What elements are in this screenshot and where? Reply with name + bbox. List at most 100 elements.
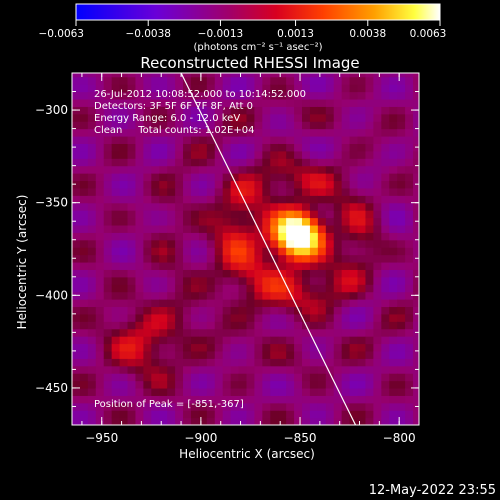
- heatmap-cell: [365, 91, 374, 100]
- heatmap-cell: [341, 173, 351, 182]
- heatmap-cell: [373, 165, 382, 174]
- heatmap-cell: [262, 187, 271, 196]
- heatmap-cell: [175, 380, 184, 389]
- heatmap-cell: [135, 358, 144, 367]
- heatmap-cell: [365, 84, 374, 93]
- heatmap-cell: [143, 143, 152, 152]
- heatmap-cell: [103, 395, 113, 404]
- heatmap-cell: [190, 373, 200, 382]
- heatmap-cell: [262, 358, 271, 367]
- heatmap-cell: [87, 365, 97, 374]
- heatmap-cell: [79, 121, 89, 130]
- heatmap-cell: [183, 343, 192, 352]
- heatmap-cell: [286, 299, 295, 308]
- heatmap-cell: [72, 135, 81, 144]
- heatmap-cell: [214, 165, 224, 174]
- heatmap-cell: [294, 98, 303, 107]
- heatmap-cell: [222, 387, 232, 396]
- heatmap-cell: [214, 387, 224, 396]
- heatmap-cell: [103, 261, 113, 270]
- heatmap-cell: [111, 365, 121, 374]
- heatmap-cell: [333, 121, 343, 130]
- heatmap-cell: [190, 417, 200, 425]
- heatmap-cell: [87, 269, 97, 278]
- heatmap-cell: [119, 187, 129, 196]
- heatmap-cell: [413, 299, 419, 308]
- heatmap-cell: [317, 121, 327, 130]
- heatmap-cell: [317, 217, 327, 226]
- heatmap-cell: [341, 135, 351, 144]
- heatmap-cell: [302, 269, 311, 278]
- heatmap-cell: [341, 306, 351, 315]
- heatmap-cell: [87, 387, 97, 396]
- heatmap-cell: [190, 113, 200, 122]
- heatmap-cell: [397, 150, 406, 159]
- heatmap-cell: [103, 350, 113, 359]
- heatmap-cell: [373, 380, 382, 389]
- heatmap-cell: [357, 91, 367, 100]
- heatmap-cell: [317, 150, 327, 159]
- heatmap-cell: [254, 306, 263, 315]
- heatmap-cell: [175, 195, 184, 204]
- heatmap-cell: [127, 284, 137, 293]
- heatmap-cell: [119, 402, 129, 411]
- heatmap-cell: [87, 328, 97, 337]
- heatmap-cell: [309, 150, 319, 159]
- heatmap-cell: [262, 410, 271, 419]
- heatmap-cell: [389, 91, 398, 100]
- heatmap-cell: [317, 202, 327, 211]
- heatmap-cell: [325, 224, 335, 233]
- heatmap-cell: [381, 306, 390, 315]
- heatmap-cell: [103, 313, 113, 322]
- heatmap-cell: [397, 76, 406, 85]
- heatmap-cell: [325, 402, 335, 411]
- heatmap-cell: [405, 373, 414, 382]
- heatmap-cell: [294, 143, 303, 152]
- heatmap-cell: [413, 261, 419, 270]
- heatmap-cell: [294, 224, 303, 233]
- heatmap-cell: [278, 410, 287, 419]
- heatmap-cell: [302, 202, 311, 211]
- heatmap-cell: [294, 195, 303, 204]
- heatmap-cell: [206, 76, 216, 85]
- heatmap-cell: [317, 321, 327, 330]
- heatmap-cell: [309, 106, 319, 115]
- heatmap-cell: [72, 210, 81, 219]
- heatmap-cell: [238, 380, 248, 389]
- heatmap-cell: [381, 343, 390, 352]
- heatmap-cell: [159, 358, 168, 367]
- heatmap-cell: [87, 98, 97, 107]
- heatmap-cell: [151, 336, 160, 345]
- heatmap-cell: [286, 321, 295, 330]
- heatmap-cell: [278, 336, 287, 345]
- heatmap-cell: [373, 135, 382, 144]
- heatmap-cell: [222, 269, 232, 278]
- heatmap-cell: [183, 202, 192, 211]
- heatmap-cell: [206, 150, 216, 159]
- heatmap-cell: [143, 84, 152, 93]
- heatmap-cell: [270, 128, 279, 137]
- heatmap-cell: [214, 269, 224, 278]
- heatmap-cell: [198, 202, 208, 211]
- heatmap-cell: [262, 247, 271, 256]
- heatmap-cell: [222, 395, 232, 404]
- heatmap-cell: [151, 387, 160, 396]
- heatmap-cell: [95, 291, 105, 300]
- heatmap-cell: [373, 261, 382, 270]
- heatmap-cell: [246, 321, 256, 330]
- heatmap-cell: [127, 84, 137, 93]
- heatmap-cell: [246, 113, 256, 122]
- heatmap-cell: [111, 232, 121, 241]
- heatmap-cell: [111, 217, 121, 226]
- heatmap-cell: [214, 202, 224, 211]
- heatmap-cell: [151, 76, 160, 85]
- heatmap-cell: [397, 187, 406, 196]
- heatmap-cell: [95, 173, 105, 182]
- heatmap-cell: [349, 202, 359, 211]
- heatmap-cell: [190, 217, 200, 226]
- heatmap-cell: [270, 106, 279, 115]
- heatmap-cell: [246, 328, 256, 337]
- heatmap-cell: [119, 358, 129, 367]
- heatmap-cell: [246, 91, 256, 100]
- heatmap-cell: [302, 380, 311, 389]
